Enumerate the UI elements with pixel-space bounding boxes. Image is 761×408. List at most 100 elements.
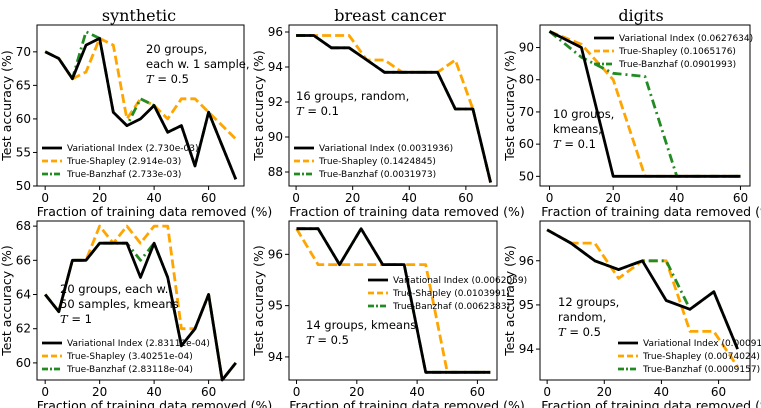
- annotation-line: T = 0.1: [296, 104, 339, 118]
- annotation-line: each w. 1 sample,: [146, 57, 250, 71]
- y-tick-label: 94: [268, 60, 283, 74]
- annotation-line: T = 0.5: [306, 333, 349, 347]
- x-tick-label: 20: [345, 191, 360, 205]
- chart-breast-bottom: 0 20 40 60 94 95 96 Fraction of training data r…: [251, 220, 527, 408]
- y-tick-label: 90: [519, 41, 534, 55]
- y-tick-label: 88: [268, 165, 283, 179]
- series-line-variational-index: [546, 228, 739, 350]
- x-tick-label: 60: [458, 191, 473, 205]
- y-tick-label: 50: [519, 169, 534, 183]
- x-axis-label: Fraction of training data removed (%): [541, 398, 761, 408]
- x-tick-label: 20: [349, 385, 364, 399]
- y-tick-label: 95: [519, 298, 534, 312]
- annotation-line: 20 groups, each w.: [60, 282, 168, 296]
- x-tick-label: 40: [146, 385, 161, 399]
- x-tick-label: 0: [543, 385, 551, 399]
- y-axis-label: Test accuracy (%): [0, 50, 14, 162]
- column-title-breast-cancer: breast cancer: [334, 6, 446, 25]
- annotation-line: 12 groups,: [558, 295, 619, 309]
- x-tick-label: 60: [201, 385, 216, 399]
- y-tick-label: 55: [16, 145, 31, 159]
- y-tick-label: 60: [16, 112, 31, 126]
- y-tick-label: 96: [268, 247, 283, 261]
- x-tick-label: 20: [92, 385, 107, 399]
- legend-entry: True-Banzhaf (0.0901993): [618, 60, 736, 70]
- annotation-line: T = 0.5: [146, 72, 189, 86]
- x-tick-label: 20: [606, 191, 621, 205]
- legend-entry: True-Banzhaf (2.733e-03): [66, 170, 181, 180]
- x-tick-label: 0: [293, 385, 301, 399]
- legend-entry: True-Shapley (2.914e-03): [66, 157, 181, 167]
- series-line-variational-index: [44, 241, 237, 382]
- legend-entry: True-Shapley (3.40251e-04): [66, 352, 193, 362]
- series-line-variational-index: [296, 227, 491, 374]
- legend-entry: True-Banzhaf (0.0062383): [392, 302, 510, 312]
- annotation-line: 16 groups, random,: [296, 89, 409, 103]
- annotation-line: kmeans,: [553, 122, 602, 136]
- chart-digits-bottom: 0 20 40 60 94 95 96 Fraction of training data r…: [502, 220, 761, 408]
- legend-entry: Variational Index (0.0009155): [643, 339, 761, 349]
- axes-frame: [288, 24, 498, 187]
- series-line-true-shapley: [295, 227, 491, 374]
- x-tick-label: 0: [292, 191, 300, 205]
- annotation-line: 10 groups,: [553, 107, 614, 121]
- y-tick-label: 92: [268, 95, 283, 109]
- y-axis-label: Test accuracy (%): [251, 245, 266, 357]
- y-axis-label: Test accuracy (%): [502, 50, 517, 162]
- y-tick-label: 50: [16, 179, 31, 193]
- legend-entry: True-Banzhaf (2.83118e-04): [66, 365, 193, 375]
- annotation-line: random,: [558, 310, 606, 324]
- series-line-true-banzhaf: [548, 30, 741, 178]
- y-axis-label: Test accuracy (%): [502, 245, 517, 357]
- axes-frame: [288, 220, 498, 381]
- x-tick-label: 60: [470, 385, 485, 399]
- legend-entry: Variational Index (0.0062059): [393, 276, 527, 286]
- axes-frame: [36, 220, 245, 381]
- y-tick-label: 96: [519, 254, 534, 268]
- legend-entry: True-Shapley (0.1424845): [318, 157, 436, 167]
- y-tick-label: 60: [519, 137, 534, 151]
- legend-entry: True-Banzhaf (0.0031973): [318, 170, 436, 180]
- y-tick-label: 94: [519, 342, 534, 356]
- axes-frame: [36, 24, 245, 187]
- axes-frame: [539, 24, 751, 187]
- chart-digits-top: 0 20 40 60 50 60 70 80 90 Fraction of training da…: [502, 24, 761, 219]
- x-tick-label: 60: [711, 385, 726, 399]
- y-tick-label: 66: [16, 253, 31, 267]
- x-axis-label: Fraction of training data removed (%): [541, 204, 761, 219]
- y-tick-label: 65: [16, 78, 31, 92]
- y-axis-label: Test accuracy (%): [251, 50, 266, 162]
- legend-entry: True-Shapley (0.1065176): [618, 47, 736, 57]
- x-tick-label: 60: [201, 191, 216, 205]
- x-tick-label: 0: [41, 385, 49, 399]
- annotation-line: 20 groups,: [146, 42, 207, 56]
- x-tick-label: 40: [654, 385, 669, 399]
- x-tick-label: 0: [41, 191, 49, 205]
- x-tick-label: 40: [409, 385, 424, 399]
- y-tick-label: 94: [268, 350, 283, 364]
- legend-entry: True-Shapley (0.0074024): [642, 352, 760, 362]
- x-tick-label: 40: [402, 191, 417, 205]
- annotation-line: 14 groups, kmeans: [306, 318, 416, 332]
- x-axis-label: Fraction of training data removed (%): [37, 398, 272, 408]
- x-tick-label: 20: [597, 385, 612, 399]
- x-tick-label: 40: [146, 191, 161, 205]
- y-tick-label: 64: [16, 288, 31, 302]
- x-tick-label: 40: [669, 191, 684, 205]
- series-line-true-banzhaf: [296, 227, 491, 374]
- y-tick-label: 70: [16, 45, 31, 59]
- legend-entry: Variational Index (2.83112e-04): [67, 339, 210, 349]
- series-line-variational-index: [44, 37, 238, 180]
- x-axis-label: Fraction of training data removed (%): [37, 204, 272, 219]
- y-axis-label: Test accuracy (%): [0, 245, 14, 357]
- annotation-line: 50 samples, kmeans: [60, 297, 179, 311]
- y-tick-label: 60: [16, 356, 31, 370]
- x-axis-label: Fraction of training data removed (%): [289, 398, 524, 408]
- series-line-variational-index: [296, 34, 492, 183]
- legend-entry: Variational Index (0.0627634): [619, 34, 753, 44]
- series-line-true-shapley: [296, 34, 492, 183]
- annotation-line: T = 0.1: [553, 137, 596, 151]
- annotation-line: T = 0.5: [558, 325, 601, 339]
- y-tick-label: 68: [16, 219, 31, 233]
